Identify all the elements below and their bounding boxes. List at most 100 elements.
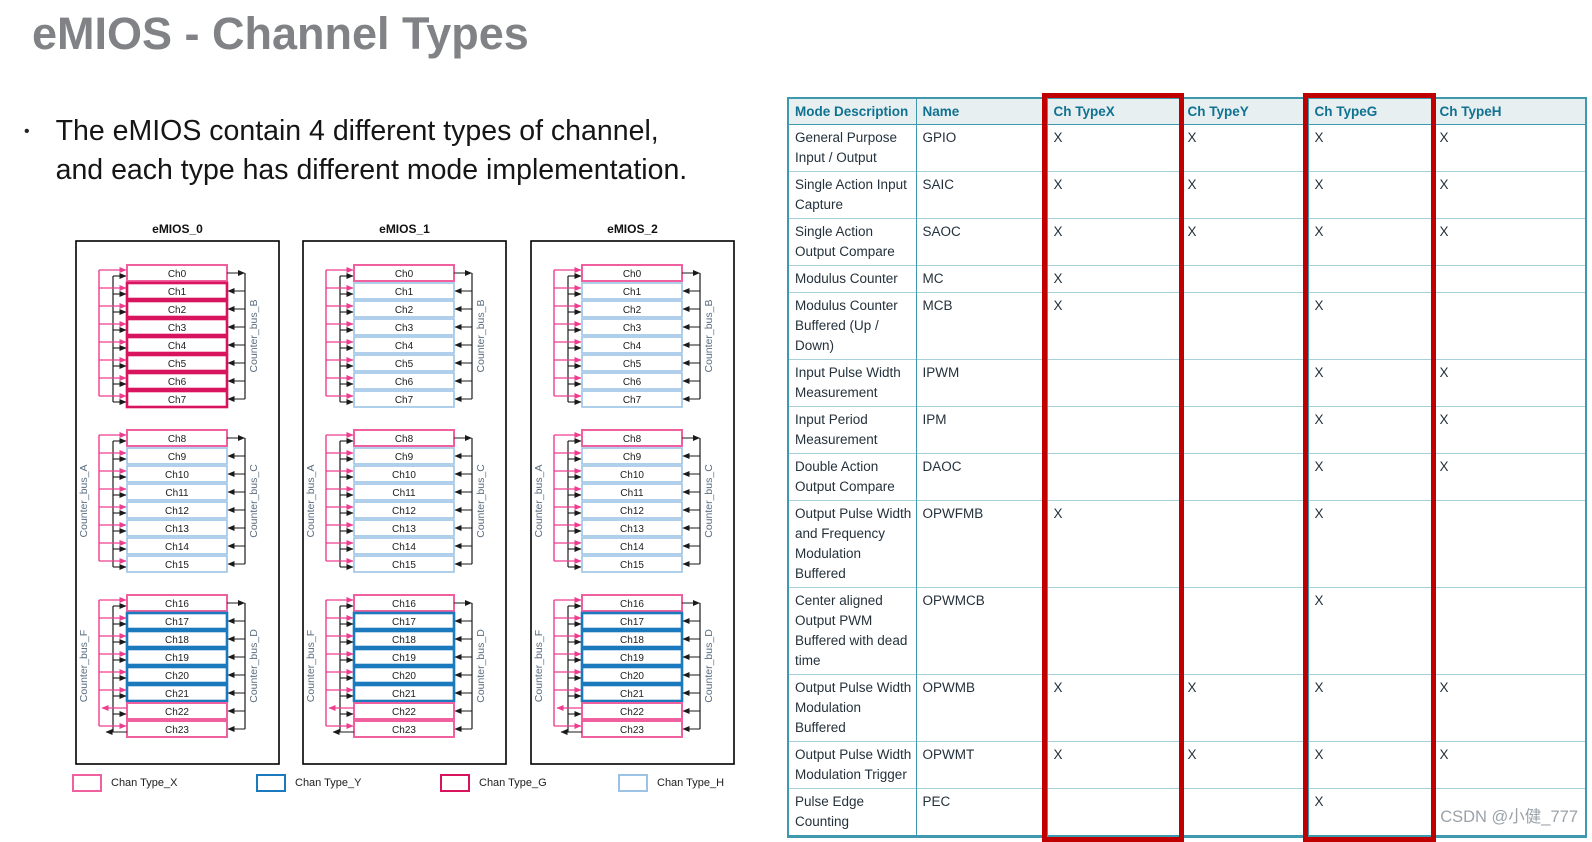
mode-name-cell: IPWM (915, 359, 1048, 407)
channel-box-ch9 (126, 447, 228, 465)
mode-name-cell: MCB (915, 292, 1048, 360)
channel-box-ch4 (581, 336, 683, 354)
channel-label: Ch5 (168, 359, 187, 370)
channel-label: Ch12 (165, 506, 189, 517)
mode-description-cell: General Purpose Input / Output (787, 124, 917, 172)
channel-label: Ch8 (623, 434, 642, 445)
table-row: Output Pulse Width and Frequency Modulat… (787, 500, 1587, 588)
channel-label: Ch17 (165, 617, 189, 628)
type-mark-cell: X (1432, 453, 1587, 501)
channel-label: Ch9 (395, 452, 414, 463)
channel-label: Ch20 (392, 671, 416, 682)
type-mark-cell: X (1180, 171, 1309, 219)
channel-box-ch11 (581, 483, 683, 501)
channel-box-ch22 (353, 702, 455, 720)
channel-box-ch5 (353, 354, 455, 372)
emios-diagram: Ch0 Ch1 Ch2 Ch3 Ch4 Ch5 Ch6 Ch7 Counter_bus_B Ch8… (302, 240, 507, 765)
type-mark-cell: X (1046, 500, 1182, 588)
channel-box-ch15 (126, 555, 228, 573)
channel-box-ch12 (581, 501, 683, 519)
channel-label: Ch14 (620, 542, 644, 553)
channel-box-ch5 (125, 353, 229, 373)
type-mark-cell: X (1307, 741, 1434, 789)
mode-name-cell: GPIO (915, 124, 1048, 172)
channel-label: Ch19 (392, 653, 416, 664)
bus-label-left: Counter_bus_A (78, 465, 90, 538)
channel-label: Ch23 (165, 725, 189, 736)
mode-name-cell: OPWMCB (915, 587, 1048, 675)
bullet-text-line-1: The eMIOS contain 4 different types of c… (55, 115, 659, 147)
table-row: Modulus Counter MC X (787, 265, 1587, 293)
table-header-row: Mode Description Name Ch TypeX Ch TypeY Ch T… (787, 97, 1587, 125)
channel-box-ch10 (581, 465, 683, 483)
channel-box-ch11 (126, 483, 228, 501)
emios-title: eMIOS_2 (607, 222, 658, 236)
channel-box-ch13 (353, 519, 455, 537)
legend-swatch (72, 774, 102, 792)
type-mark-cell: X (1046, 292, 1182, 360)
table-row: Modulus Counter Buffered (Up / Down) MCB X… (787, 292, 1587, 360)
channel-box-ch10 (126, 465, 228, 483)
channel-box-ch23 (581, 720, 683, 738)
bus-label-right: Counter_bus_B (248, 300, 260, 373)
type-mark-cell: X (1046, 171, 1182, 219)
channel-box-ch18 (580, 629, 684, 649)
channel-box-ch21 (125, 683, 229, 703)
type-mark-cell: X (1180, 124, 1309, 172)
channel-box-ch21 (580, 683, 684, 703)
table-row: Input Pulse Width Measurement IPWM X X (787, 359, 1587, 407)
column-header: Mode Description (787, 97, 917, 125)
channel-label: Ch13 (165, 524, 189, 535)
channel-label: Ch22 (165, 707, 189, 718)
channel-label: Ch7 (168, 395, 187, 406)
channel-label: Ch6 (168, 377, 187, 388)
type-mark-cell: X (1307, 292, 1434, 360)
channel-label: Ch7 (623, 395, 642, 406)
channel-box-ch2 (353, 300, 455, 318)
channel-box-ch18 (125, 629, 229, 649)
table-row: General Purpose Input / Output GPIO X X X X (787, 124, 1587, 172)
channel-label: Ch0 (395, 269, 414, 280)
mode-name-cell: SAIC (915, 171, 1048, 219)
channel-label: Ch22 (620, 707, 644, 718)
type-mark-cell: X (1432, 171, 1587, 219)
channel-label: Ch6 (395, 377, 414, 388)
channel-label: Ch1 (395, 287, 414, 298)
type-mark-cell: X (1046, 218, 1182, 266)
mode-description-cell: Double Action Output Compare (787, 453, 917, 501)
type-mark-cell (1046, 453, 1182, 501)
channel-label: Ch9 (168, 452, 187, 463)
channel-label: Ch19 (165, 653, 189, 664)
type-mark-cell (1432, 788, 1587, 837)
type-mark-cell: X (1046, 741, 1182, 789)
mode-name-cell: OPWFMB (915, 500, 1048, 588)
table-row: Single Action Input Capture SAIC X X X X (787, 171, 1587, 219)
type-mark-cell: X (1432, 741, 1587, 789)
channel-label: Ch3 (623, 323, 642, 334)
mode-description-cell: Single Action Input Capture (787, 171, 917, 219)
legend-label: Chan Type_G (479, 777, 547, 789)
channel-label: Ch0 (168, 269, 187, 280)
legend-swatch (618, 774, 648, 792)
channel-box-ch4 (353, 336, 455, 354)
mode-description-cell: Output Pulse Width Modulation Trigger (787, 741, 917, 789)
channel-label: Ch4 (395, 341, 414, 352)
type-mark-cell (1432, 500, 1587, 588)
bullet-text-line-2: and each type has different mode impleme… (55, 154, 688, 186)
table-row: Input Period Measurement IPM X X (787, 406, 1587, 454)
type-mark-cell (1432, 265, 1587, 293)
channel-box-ch9 (581, 447, 683, 465)
channel-box-ch17 (125, 611, 229, 631)
type-mark-cell (1432, 587, 1587, 675)
type-mark-cell (1432, 292, 1587, 360)
channel-label: Ch14 (392, 542, 416, 553)
mode-description-cell: Modulus Counter Buffered (Up / Down) (787, 292, 917, 360)
type-mark-cell: X (1180, 741, 1309, 789)
emios-diagram: Ch0 Ch1 Ch2 Ch3 Ch4 Ch5 Ch6 Ch7 Counter_bus_B Ch8… (75, 240, 280, 765)
mode-table: Mode Description Name Ch TypeX Ch TypeY Ch T… (787, 97, 1587, 838)
column-header: Ch TypeG (1307, 97, 1434, 125)
type-mark-cell (1046, 406, 1182, 454)
channel-box-ch7 (125, 389, 229, 409)
channel-box-ch14 (581, 537, 683, 555)
emios-block-emios_0: eMIOS_0 Ch0 Ch1 Ch2 Ch3 Ch4 Ch5 Ch6 Ch7 Counter_b… (75, 222, 280, 770)
